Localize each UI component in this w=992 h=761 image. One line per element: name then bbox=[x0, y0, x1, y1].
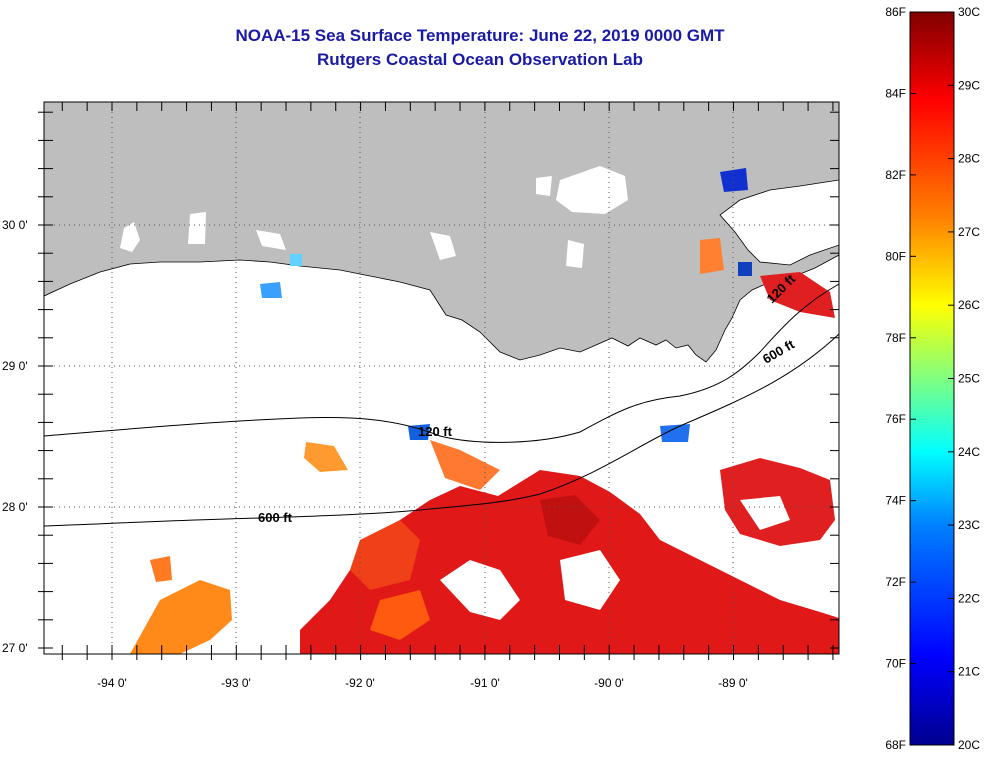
axis-ticks bbox=[38, 102, 839, 660]
lake-calcasieu bbox=[188, 212, 206, 244]
map-title: NOAA-15 Sea Surface Temperature: June 22… bbox=[235, 26, 725, 45]
grid-lines bbox=[44, 102, 839, 654]
colorbar-c-label: 28C bbox=[958, 152, 980, 166]
lon-label-90: -90 0' bbox=[594, 676, 624, 690]
colorbar-f-label: 70F bbox=[885, 657, 906, 671]
lake-pontchartrain bbox=[556, 166, 628, 214]
colorbar-c-label: 21C bbox=[958, 665, 980, 679]
colorbar-c-label: 26C bbox=[958, 298, 980, 312]
colorbar-f-label: 86F bbox=[885, 5, 906, 19]
lon-label-93: -93 0' bbox=[221, 676, 251, 690]
lon-label-89: -89 0' bbox=[718, 676, 748, 690]
colorbar-f-label: 84F bbox=[885, 86, 906, 100]
colorbar-c-label: 23C bbox=[958, 518, 980, 532]
color-bar-fahrenheit-labels: 86F 84F 82F 80F 78F 76F 74F 72F 70F 68F bbox=[885, 5, 906, 752]
lon-label-94: -94 0' bbox=[97, 676, 127, 690]
colorbar-f-label: 76F bbox=[885, 412, 906, 426]
sabine-lake bbox=[120, 222, 140, 252]
colorbar-f-label: 74F bbox=[885, 494, 906, 508]
colorbar-c-label: 25C bbox=[958, 372, 980, 386]
colorbar-f-label: 72F bbox=[885, 575, 906, 589]
bathymetry-contours bbox=[43, 283, 840, 527]
lat-label-27: 27 0' bbox=[2, 641, 28, 655]
colorbar-c-label: 20C bbox=[958, 738, 980, 752]
lake-cataouatche bbox=[566, 240, 584, 268]
map-subtitle: Rutgers Coastal Ocean Observation Lab bbox=[317, 50, 643, 69]
lake-maurepas bbox=[536, 176, 552, 196]
colorbar-c-label: 22C bbox=[958, 591, 980, 605]
colorbar-f-label: 82F bbox=[885, 168, 906, 182]
colorbar-c-label: 30C bbox=[958, 5, 980, 19]
contour-label-120ft-west: 120 ft bbox=[418, 424, 453, 439]
lat-label-29: 29 0' bbox=[2, 359, 28, 373]
colorbar-c-label: 27C bbox=[958, 225, 980, 239]
colorbar-f-label: 80F bbox=[885, 249, 906, 263]
color-bar-celsius-labels: 30C 29C 28C 27C 26C 25C 24C 23C 22C 21C 20C bbox=[958, 5, 980, 752]
color-bar: 86F 84F 82F 80F 78F 76F 74F 72F 70F 68F 30C 29C 28C… bbox=[885, 5, 980, 752]
colorbar-c-label: 24C bbox=[958, 445, 980, 459]
lon-label-92: -92 0' bbox=[345, 676, 375, 690]
colorbar-f-label: 68F bbox=[885, 738, 906, 752]
lat-label-28: 28 0' bbox=[2, 500, 28, 514]
colorbar-c-label: 29C bbox=[958, 78, 980, 92]
color-bar-ticks bbox=[910, 11, 954, 746]
colorbar-f-label: 78F bbox=[885, 331, 906, 345]
lon-label-91: -91 0' bbox=[470, 676, 500, 690]
lat-axis: 30 0' 29 0' 28 0' 27 0' bbox=[2, 218, 28, 655]
lat-label-30: 30 0' bbox=[2, 218, 28, 232]
lake-salvador bbox=[430, 232, 456, 260]
map-frame bbox=[43, 101, 840, 655]
white-lake bbox=[256, 230, 286, 250]
contour-label-600ft-west: 600 ft bbox=[258, 510, 293, 525]
sst-data-layer bbox=[130, 168, 839, 654]
color-bar-gradient bbox=[909, 11, 955, 746]
lon-axis: -94 0' -93 0' -92 0' -91 0' -90 0' -89 0… bbox=[97, 676, 748, 690]
